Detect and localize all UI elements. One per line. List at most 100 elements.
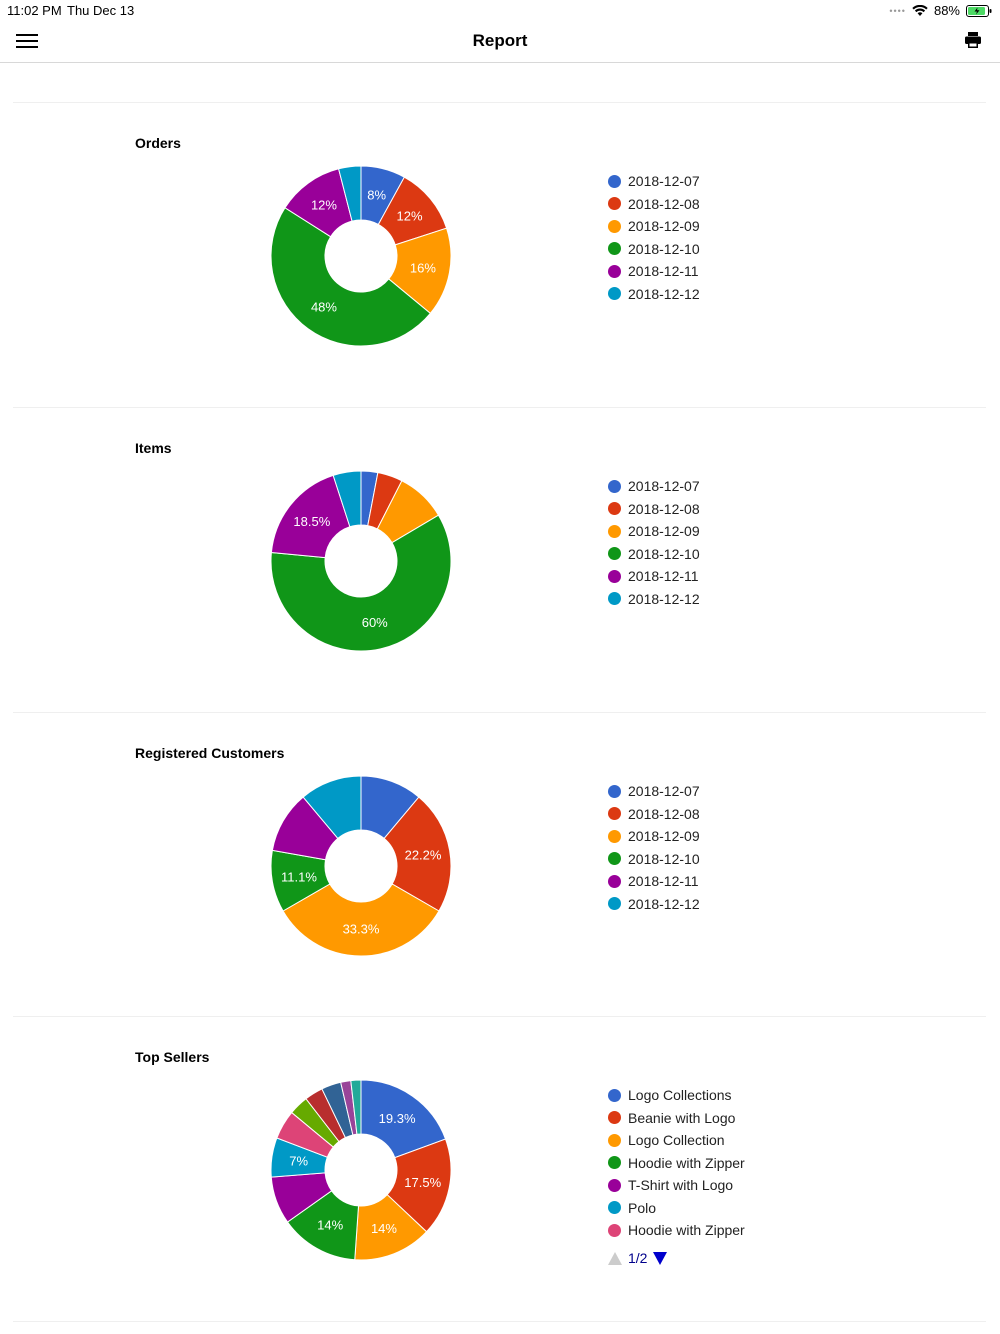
legend-color-dot-icon (608, 197, 621, 211)
donut-slice[interactable] (270, 474, 351, 559)
legend-label: 2018-12-12 (628, 895, 700, 912)
top-sellers-section: Top Sellers 19.3% 17.5% 14% 14% 7% Logo Coll… (0, 1017, 1000, 1317)
legend-item[interactable]: 2018-12-10 (608, 848, 700, 871)
legend-color-dot-icon (608, 592, 621, 606)
legend-item[interactable]: 2018-12-11 (608, 260, 700, 283)
donut-slice[interactable] (302, 775, 362, 840)
legend-item[interactable]: 2018-12-08 (608, 193, 700, 216)
legend-item[interactable]: 2018-12-07 (608, 170, 700, 193)
legend-item[interactable]: 2018-12-12 (608, 283, 700, 306)
legend-item[interactable]: Logo Collections (608, 1084, 745, 1107)
legend-item[interactable]: 2018-12-09 (608, 825, 700, 848)
section-title: Items (135, 440, 172, 456)
orders-section: Orders 8% 12% 16% 48% 12% 2018-12-07 2018-12-… (0, 103, 1000, 403)
donut-slice[interactable] (270, 207, 432, 347)
legend-item[interactable]: Hoodie with Zipper (608, 1152, 745, 1175)
legend-item[interactable]: 2018-12-11 (608, 870, 700, 893)
donut-slice[interactable] (383, 796, 452, 912)
pager-down-arrow-icon[interactable] (653, 1251, 668, 1265)
legend-item[interactable]: 2018-12-07 (608, 780, 700, 803)
donut-slice[interactable] (350, 1079, 362, 1135)
legend-label: 2018-12-09 (628, 828, 700, 845)
signal-dots-icon: •••• (889, 5, 906, 16)
registered-customers-donut-chart[interactable]: 22.2% 33.3% 11.1% (270, 775, 452, 957)
orders-donut-chart[interactable]: 8% 12% 16% 48% 12% (270, 165, 452, 347)
section-divider (13, 712, 986, 713)
section-title: Registered Customers (135, 745, 285, 761)
legend-color-dot-icon (608, 219, 621, 233)
legend-item[interactable]: 2018-12-10 (608, 543, 700, 566)
legend-item[interactable]: Hoodie with Zipper (608, 1219, 745, 1242)
legend-label: 2018-12-08 (628, 195, 700, 212)
legend-item[interactable]: Beanie with Logo (608, 1107, 745, 1130)
legend-item[interactable]: 2018-12-12 (608, 893, 700, 916)
legend-label: 2018-12-11 (628, 873, 699, 890)
legend-color-dot-icon (608, 852, 621, 866)
legend-label: Hoodie with Zipper (628, 1154, 745, 1171)
legend-item[interactable]: 2018-12-12 (608, 588, 700, 611)
legend-color-dot-icon (608, 1178, 621, 1192)
legend-color-dot-icon (608, 264, 621, 278)
status-bar: 11:02 PM Thu Dec 13 •••• 88% (0, 0, 1000, 22)
legend-label: 2018-12-12 (628, 285, 700, 302)
top-sellers-legend: Logo Collections Beanie with Logo Logo Col… (608, 1084, 745, 1242)
legend-item[interactable]: 2018-12-10 (608, 238, 700, 261)
legend-item[interactable]: 2018-12-09 (608, 215, 700, 238)
donut-slice[interactable] (338, 165, 362, 222)
section-divider (13, 407, 986, 408)
top-sellers-donut-chart[interactable]: 19.3% 17.5% 14% 14% 7% (270, 1079, 452, 1261)
slice-label: 12% (397, 208, 423, 223)
legend-color-dot-icon (608, 1133, 621, 1147)
legend-label: Logo Collection (628, 1132, 725, 1149)
page-title: Report (472, 31, 528, 50)
legend-color-dot-icon (608, 1156, 621, 1170)
legend-item[interactable]: Logo Collection (608, 1129, 745, 1152)
legend-color-dot-icon (608, 569, 621, 583)
legend-item[interactable]: 2018-12-07 (608, 475, 700, 498)
slice-label: 17.5% (404, 1175, 441, 1190)
legend-item[interactable]: 2018-12-11 (608, 565, 700, 588)
printer-icon[interactable] (964, 31, 984, 51)
legend-item[interactable]: T-Shirt with Logo (608, 1174, 745, 1197)
slice-label: 11.1% (281, 869, 317, 884)
legend-item[interactable]: 2018-12-09 (608, 520, 700, 543)
battery-percent: 88% (933, 3, 960, 18)
status-right: •••• 88% (889, 3, 992, 18)
slice-label: 18.5% (293, 514, 330, 529)
section-title: Top Sellers (135, 1049, 210, 1065)
donut-slice[interactable] (282, 883, 440, 957)
legend-item[interactable]: Polo (608, 1197, 745, 1220)
legend-color-dot-icon (608, 874, 621, 888)
items-legend: 2018-12-07 2018-12-08 2018-12-09 2018-12-10… (608, 475, 700, 610)
legend-item[interactable]: 2018-12-08 (608, 498, 700, 521)
slice-label: 16% (410, 260, 436, 275)
legend-color-dot-icon (608, 1088, 621, 1102)
donut-slice[interactable] (360, 1079, 447, 1159)
legend-label: Logo Collections (628, 1087, 732, 1104)
legend-item[interactable]: 2018-12-08 (608, 803, 700, 826)
legend-label: Beanie with Logo (628, 1109, 736, 1126)
section-divider (13, 1321, 986, 1322)
legend-pager: 1/2 (608, 1250, 668, 1266)
slice-label: 33.3% (343, 922, 380, 937)
section-title: Orders (135, 135, 181, 151)
items-donut-chart[interactable]: 60% 18.5% (270, 470, 452, 652)
legend-label: 2018-12-12 (628, 590, 700, 607)
legend-color-dot-icon (608, 502, 621, 516)
legend-color-dot-icon (608, 479, 621, 493)
legend-color-dot-icon (608, 784, 621, 798)
legend-label: 2018-12-08 (628, 805, 700, 822)
legend-label: 2018-12-07 (628, 173, 700, 190)
donut-slice[interactable] (386, 1138, 452, 1233)
legend-label: 2018-12-10 (628, 545, 700, 562)
slice-label: 60% (362, 615, 388, 630)
slice-label: 48% (311, 299, 337, 314)
hamburger-menu-icon[interactable] (16, 33, 40, 51)
donut-slice[interactable] (270, 514, 452, 652)
legend-color-dot-icon (608, 242, 621, 256)
legend-label: 2018-12-10 (628, 240, 700, 257)
pager-page-indicator: 1/2 (628, 1250, 648, 1266)
donut-slice[interactable] (332, 470, 362, 528)
legend-color-dot-icon (608, 547, 621, 561)
status-time: 11:02 PM (7, 3, 62, 18)
